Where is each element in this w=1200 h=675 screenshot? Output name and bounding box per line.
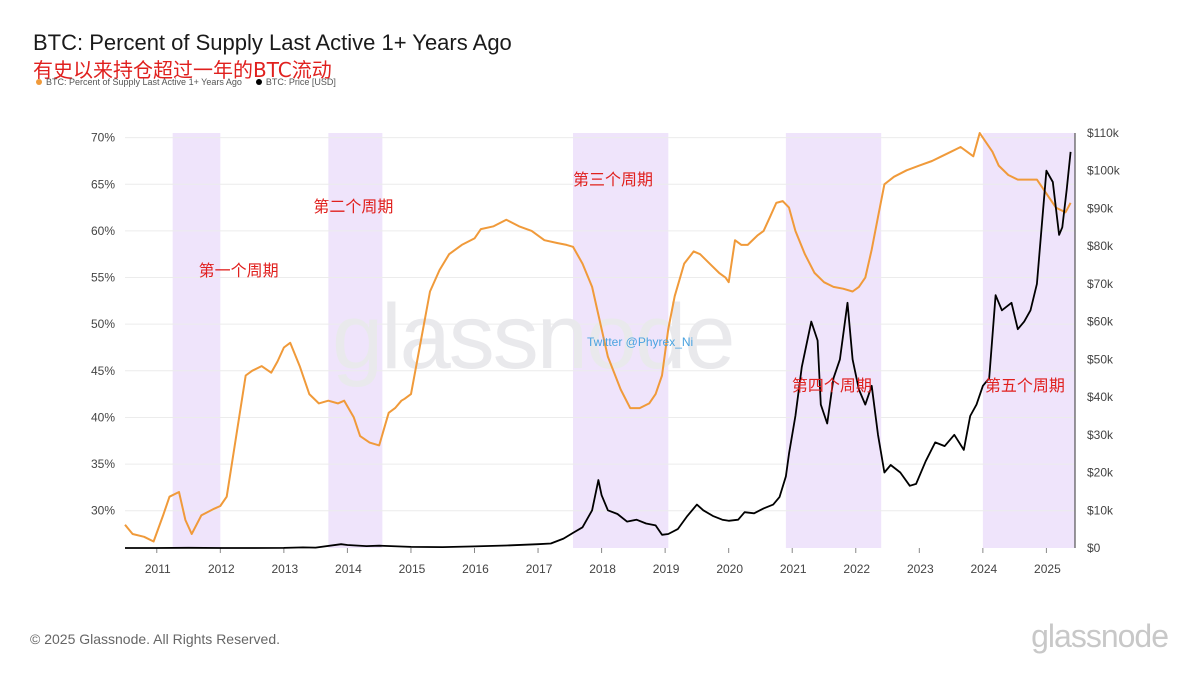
x-tick-label: 2025 xyxy=(1034,562,1061,576)
x-tick-label: 2024 xyxy=(971,562,998,576)
x-tick-label: 2019 xyxy=(653,562,680,576)
legend-item-price[interactable]: BTC: Price [USD] xyxy=(255,77,336,87)
twitter-handle: Twitter @Phyrex_Ni xyxy=(587,335,693,349)
legend-item-supply[interactable]: BTC: Percent of Supply Last Active 1+ Ye… xyxy=(36,77,242,87)
cycle-label-5: 第五个周期 xyxy=(985,376,1065,395)
y-tick-right: $30k xyxy=(1087,428,1114,442)
y-axis-right: $0 $10k $20k $30k $40k $50k $60k $70k $80k $90k $1… xyxy=(1087,126,1121,555)
cycle-shade-5 xyxy=(982,133,1075,548)
x-tick-label: 2012 xyxy=(208,562,235,576)
y-tick-left: 30% xyxy=(91,504,115,518)
y-tick-left: 45% xyxy=(91,364,115,378)
x-tick-label: 2021 xyxy=(780,562,807,576)
y-tick-right: $100k xyxy=(1087,164,1121,178)
glassnode-logo: glassnode xyxy=(1031,618,1169,654)
x-tick-label: 2011 xyxy=(145,562,171,576)
cycle-shade-2 xyxy=(328,133,383,548)
y-tick-right: $110k xyxy=(1087,126,1120,140)
chart-subtitle: 有史以来持仓超过一年的BTC流动 xyxy=(33,58,332,82)
x-axis: 2011 2012 2013 2014 2015 2016 2017 2018 2019 2020… xyxy=(145,548,1061,576)
legend-dot-price xyxy=(255,79,262,85)
x-tick-label: 2018 xyxy=(589,562,616,576)
legend-label-price: BTC: Price [USD] xyxy=(265,77,336,87)
y-tick-right: $40k xyxy=(1087,390,1114,404)
legend-label-supply: BTC: Percent of Supply Last Active 1+ Ye… xyxy=(46,77,242,87)
y-tick-left: 35% xyxy=(91,457,115,471)
y-tick-right: $80k xyxy=(1087,239,1114,253)
y-tick-right: $60k xyxy=(1087,315,1114,329)
y-tick-left: 55% xyxy=(91,271,115,285)
y-tick-right: $70k xyxy=(1087,277,1114,291)
cycle-shades xyxy=(172,133,1075,548)
y-tick-left: 70% xyxy=(91,131,115,145)
x-tick-label: 2022 xyxy=(843,562,870,576)
cycle-label-3: 第三个周期 xyxy=(573,170,653,189)
y-axis-left: 30% 35% 40% 45% 50% 55% 60% 65% 70% xyxy=(91,131,115,518)
series-line-price xyxy=(125,151,1072,549)
cycle-shade-4 xyxy=(785,133,882,548)
legend-dot-supply xyxy=(36,79,42,85)
y-tick-right: $10k xyxy=(1087,503,1114,517)
y-tick-left: 50% xyxy=(91,317,115,331)
y-tick-right: $50k xyxy=(1087,352,1114,366)
y-tick-left: 65% xyxy=(91,177,115,191)
x-tick-label: 2023 xyxy=(907,562,934,576)
series-lines xyxy=(124,132,1072,549)
cycle-label-2: 第二个周期 xyxy=(313,197,393,216)
gridlines xyxy=(125,137,1075,512)
x-tick-label: 2016 xyxy=(462,562,489,576)
x-tick-label: 2013 xyxy=(272,562,299,576)
chart-title: BTC: Percent of Supply Last Active 1+ Ye… xyxy=(33,30,512,55)
y-tick-right: $90k xyxy=(1087,201,1114,215)
x-tick-label: 2015 xyxy=(399,562,426,576)
x-tick-label: 2014 xyxy=(335,562,362,576)
x-tick-label: 2017 xyxy=(526,562,553,576)
x-tick-label: 2020 xyxy=(716,562,743,576)
legend: BTC: Percent of Supply Last Active 1+ Ye… xyxy=(36,77,336,87)
cycle-label-1: 第一个周期 xyxy=(199,261,279,280)
cycle-label-4: 第四个周期 xyxy=(792,376,872,395)
cycle-shade-1 xyxy=(172,133,221,548)
series-line-supply xyxy=(124,132,1072,543)
cycle-shade-3 xyxy=(572,133,669,548)
y-tick-left: 40% xyxy=(91,410,115,424)
y-tick-left: 60% xyxy=(91,224,115,238)
y-tick-right: $20k xyxy=(1087,466,1114,480)
copyright-text: © 2025 Glassnode. All Rights Reserved. xyxy=(30,631,281,647)
y-tick-right: $0 xyxy=(1087,541,1101,555)
